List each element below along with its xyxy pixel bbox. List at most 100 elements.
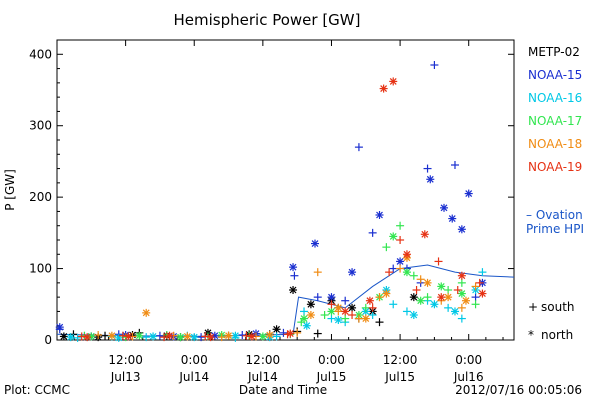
south-point	[402, 307, 411, 316]
south-point	[389, 264, 398, 273]
south-point	[201, 332, 210, 341]
south-point	[368, 303, 377, 312]
north-point	[348, 268, 357, 277]
north-point	[334, 303, 343, 312]
south-point	[313, 293, 322, 302]
south-point	[423, 164, 432, 173]
south-point	[73, 333, 82, 342]
north-point	[430, 300, 439, 309]
north-point	[311, 239, 320, 248]
south-point	[320, 311, 329, 319]
x-tick-time: 0:00	[455, 353, 482, 367]
legend-entry: NOAA-19	[528, 160, 582, 174]
north-point	[300, 314, 309, 323]
north-point	[437, 282, 446, 291]
south-point	[142, 333, 151, 342]
north-point	[426, 175, 435, 184]
north-point	[457, 225, 466, 234]
north-point	[402, 268, 411, 277]
south-point	[409, 271, 418, 280]
south-point	[279, 328, 288, 337]
north-point	[286, 329, 295, 338]
south-point	[242, 331, 251, 340]
south-point	[313, 268, 322, 277]
north-point	[379, 84, 388, 93]
south-point	[444, 303, 453, 312]
south-point	[313, 329, 322, 338]
legend-entry: NOAA-18	[528, 137, 582, 151]
north-point	[165, 331, 174, 340]
north-point	[341, 307, 350, 316]
north-point	[124, 332, 133, 341]
north-point	[444, 293, 453, 302]
south-point	[416, 275, 425, 284]
marker-label: south	[541, 300, 575, 314]
north-point	[365, 296, 374, 305]
plot-frame	[56, 39, 515, 341]
south-point	[396, 236, 405, 244]
south-point	[118, 331, 127, 340]
chart-title: Hemispheric Power [GW]	[174, 11, 361, 29]
south-point	[382, 243, 391, 252]
timestamp: 2012/07/16 00:05:06	[455, 383, 582, 397]
north-point	[348, 303, 357, 312]
north-point	[423, 278, 432, 287]
south-point	[94, 331, 103, 339]
north-point	[289, 286, 298, 294]
marker-label: north	[541, 328, 573, 342]
x-axis: 12:00 Jul13 0:00 Jul14 12:00 Jul14 0:00 Jul15 12…	[73, 40, 504, 384]
south-point	[434, 257, 443, 266]
south-point	[478, 268, 487, 277]
north-point	[382, 289, 391, 298]
north-point	[66, 333, 75, 342]
south-point	[327, 300, 336, 309]
north-point	[247, 332, 256, 341]
marker-symbol: *	[528, 328, 534, 342]
south-point	[375, 318, 384, 327]
south-point	[423, 293, 432, 302]
x-axis-label: Date and Time	[239, 383, 327, 397]
south-point	[238, 331, 247, 339]
south-point	[471, 300, 480, 309]
north-point	[327, 293, 336, 302]
north-point	[114, 333, 123, 342]
south-point	[475, 278, 484, 287]
legend: METP-02 NOAA-15 NOAA-16 NOAA-17 NOAA-18 NOAA-…	[528, 45, 582, 174]
ovation-line	[56, 264, 515, 337]
north-point	[190, 333, 199, 342]
south-point	[396, 264, 405, 273]
north-point	[265, 331, 274, 339]
south-point	[389, 300, 398, 309]
legend-entry: NOAA-15	[528, 68, 582, 82]
north-point	[375, 211, 384, 219]
y-tick-label: 100	[29, 262, 52, 276]
south-point	[361, 303, 370, 312]
south-point	[217, 333, 226, 342]
north-point	[149, 332, 158, 341]
south-point	[385, 268, 394, 277]
south-point	[155, 331, 164, 340]
south-point	[77, 332, 86, 341]
north-point	[55, 323, 64, 332]
north-point	[450, 307, 459, 316]
north-point	[142, 308, 151, 317]
north-point	[416, 296, 425, 305]
x-tick-date: Jul14	[178, 370, 209, 384]
north-point	[457, 289, 466, 298]
south-point	[471, 293, 480, 302]
north-point	[478, 289, 487, 298]
south-point	[412, 286, 421, 294]
y-tick-label: 200	[29, 190, 52, 204]
y-axis: 0 100 200 300 400	[29, 47, 514, 347]
north-point	[224, 331, 233, 340]
legend-entry: NOAA-16	[528, 91, 582, 105]
north-point	[396, 257, 405, 266]
south-point	[160, 333, 169, 342]
north-point	[83, 333, 92, 342]
north-point	[409, 311, 418, 319]
x-tick-date: Jul15	[384, 370, 415, 384]
marker-symbol: +	[528, 300, 538, 314]
north-point	[107, 331, 116, 340]
x-tick-time: 0:00	[181, 353, 208, 367]
south-point	[471, 282, 480, 291]
